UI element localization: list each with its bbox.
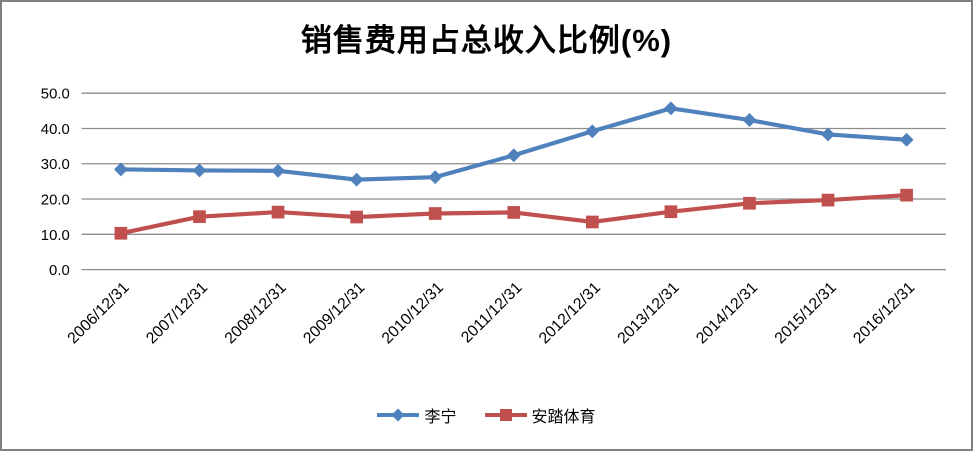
data-point-marker <box>192 163 207 178</box>
y-tick-label: 50.0 <box>41 87 70 103</box>
data-point-marker <box>507 206 521 219</box>
series-0 <box>113 101 914 187</box>
series-1 <box>114 188 913 240</box>
data-point-marker <box>664 205 678 219</box>
diamond-marker-icon <box>377 408 420 422</box>
data-point-marker <box>271 163 285 178</box>
data-point-marker <box>663 101 678 116</box>
series-line <box>118 106 909 182</box>
y-tick-label: 40.0 <box>41 122 70 138</box>
x-tick-label: 2011/12/31 <box>458 279 525 346</box>
y-tick-label: 0.0 <box>49 263 70 279</box>
chart-title: 销售费用占总收入比例(%) <box>300 23 673 58</box>
legend-label: 李宁 <box>424 409 457 426</box>
data-point-marker <box>349 172 364 187</box>
data-point-marker <box>193 210 206 224</box>
legend-label: 安踏体育 <box>531 409 596 426</box>
data-point-marker <box>821 127 835 142</box>
x-tick-label: 2006/12/31 <box>65 279 133 347</box>
legend-item: 安踏体育 <box>484 403 596 427</box>
data-point-marker <box>743 196 756 210</box>
data-point-marker <box>350 210 363 224</box>
data-point-marker <box>499 409 512 421</box>
x-tick-label: 2016/12/31 <box>850 279 918 347</box>
data-point-marker <box>428 170 443 185</box>
data-point-marker <box>742 113 757 127</box>
x-tick-label: 2009/12/31 <box>300 279 368 347</box>
x-tick-label: 2010/12/31 <box>379 279 447 347</box>
x-tick-label: 2014/12/31 <box>693 279 761 347</box>
x-tick-label: 2007/12/31 <box>143 279 211 347</box>
data-point-marker <box>506 148 521 163</box>
data-point-marker <box>114 226 128 240</box>
data-point-marker <box>899 132 914 147</box>
x-tick-label: 2015/12/31 <box>772 279 840 347</box>
y-tick-label: 20.0 <box>41 192 70 208</box>
data-point-marker <box>113 162 128 177</box>
data-point-marker <box>585 215 599 229</box>
y-tick-label: 10.0 <box>41 228 70 244</box>
data-point-marker <box>391 408 405 422</box>
x-tick-label: 2013/12/31 <box>615 279 683 347</box>
legend: 李宁 安踏体育 <box>2 403 971 427</box>
data-point-marker <box>428 207 442 220</box>
legend-item: 李宁 <box>377 403 457 427</box>
square-marker-icon <box>484 409 527 421</box>
y-tick-label: 30.0 <box>41 157 70 173</box>
data-point-marker <box>821 193 835 207</box>
data-point-marker <box>271 205 285 219</box>
data-point-marker <box>900 188 913 202</box>
x-tick-label: 2012/12/31 <box>536 279 604 347</box>
x-tick-label: 2008/12/31 <box>222 279 290 347</box>
data-point-marker <box>585 124 600 139</box>
